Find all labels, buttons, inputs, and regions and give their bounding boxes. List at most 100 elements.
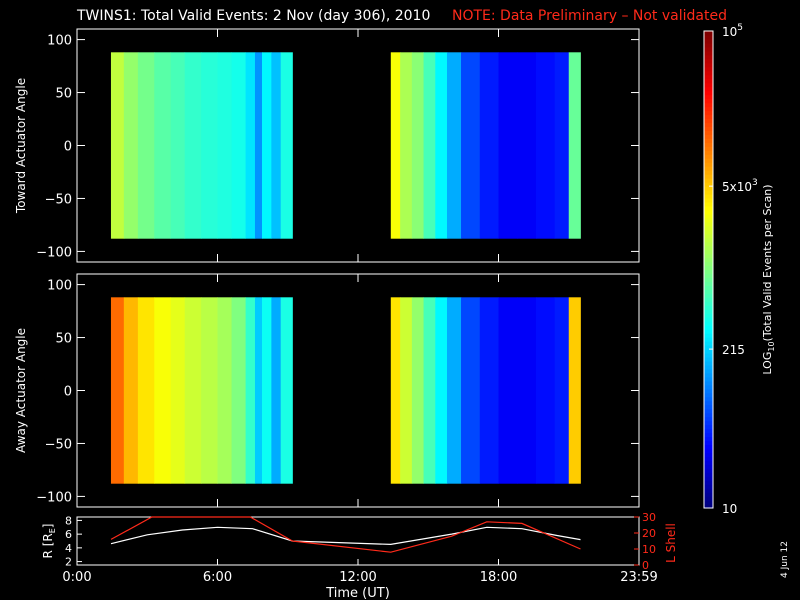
colorbar-cell — [704, 249, 713, 255]
heatmap-block — [110, 297, 293, 484]
colorbar-cell — [704, 321, 713, 326]
heatmap-cell — [535, 52, 556, 239]
heatmap-cell — [231, 52, 246, 239]
heatmap-cell — [170, 297, 186, 484]
colorbar-cell — [704, 70, 713, 76]
colorbar-cell — [704, 138, 713, 143]
colorbar-cell — [704, 265, 713, 271]
colorbar-cell — [704, 54, 713, 60]
colorbar-cell — [704, 317, 713, 322]
colorbar-label: LOG10(Total Valid Events per Scan) — [761, 184, 776, 374]
colorbar-cell — [704, 400, 713, 406]
colorbar-cell — [704, 396, 713, 402]
y-tick-label: 4 — [65, 542, 72, 555]
colorbar-cell — [704, 372, 713, 378]
heatmap-cell — [231, 297, 246, 484]
colorbar-cell — [704, 476, 713, 481]
colorbar-cell — [704, 197, 713, 203]
date-stamp: 4 Jun 12 — [780, 541, 790, 578]
heatmap-cell — [217, 297, 232, 484]
colorbar-tick-label: 5x103 — [722, 178, 758, 194]
colorbar-cell — [704, 333, 713, 338]
colorbar-cell — [704, 293, 713, 298]
heatmap-cell — [271, 52, 282, 239]
colorbar-cell — [704, 424, 713, 430]
colorbar-cell — [704, 237, 713, 243]
colorbar-cell — [704, 186, 713, 191]
colorbar-cell — [704, 388, 713, 394]
colorbar-cell — [704, 416, 713, 422]
y-axis-label: Toward Actuator Angle — [14, 78, 28, 214]
colorbar-cell — [704, 440, 713, 445]
colorbar-tick-label: 10 — [722, 502, 737, 516]
colorbar-cell — [704, 504, 713, 509]
colorbar-cell — [704, 337, 713, 342]
colorbar-cell — [704, 241, 713, 247]
heatmap-cell — [110, 297, 125, 484]
heatmap-panel-2: 100 50 0 −50 −100 Away Actuator Angle — [14, 273, 640, 508]
colorbar-cell — [704, 178, 713, 183]
colorbar-cell — [704, 289, 713, 294]
colorbar-cell — [704, 329, 713, 334]
x-tick-label: 18:00 — [480, 570, 517, 585]
heatmap-cell — [154, 297, 172, 484]
colorbar-cell — [704, 50, 713, 56]
colorbar-cell — [704, 364, 713, 370]
colorbar-cell — [704, 360, 713, 366]
colorbar-cell — [704, 309, 713, 314]
colorbar-cell — [704, 142, 713, 147]
colorbar-cell — [704, 86, 713, 92]
heatmap-cell — [517, 297, 537, 484]
colorbar-cell — [704, 261, 713, 267]
heatmap-cell — [137, 297, 155, 484]
colorbar-cell — [704, 42, 713, 48]
colorbar-cell — [704, 452, 713, 457]
colorbar-cell — [704, 98, 713, 104]
colorbar-cell — [704, 146, 713, 151]
heatmap-panel-1: 100 50 0 −50 −100 Toward Actuator Angle — [14, 28, 640, 263]
colorbar-frame — [703, 30, 714, 509]
heatmap-cell — [400, 52, 413, 239]
heatmap-cell — [423, 52, 436, 239]
colorbar-tick-label: 105 — [722, 23, 743, 39]
heatmap-cell — [400, 297, 413, 484]
y-tick-label: 0 — [64, 385, 72, 400]
heatmap-cell — [137, 52, 155, 239]
colorbar-cell — [704, 380, 713, 386]
colorbar-cell — [704, 233, 713, 239]
colorbar-cell — [704, 38, 713, 44]
colorbar-cell — [704, 269, 713, 275]
heatmap-cell — [479, 52, 499, 239]
y-tick-label: 100 — [47, 34, 72, 49]
colorbar-cell — [704, 174, 713, 179]
colorbar: 10 215 5x103 105 LOG10(Total Valid Events pe… — [703, 23, 776, 516]
colorbar-cell — [704, 376, 713, 382]
heatmap-cell — [498, 52, 518, 239]
y2-tick-label: 10 — [642, 543, 656, 556]
heatmap-cell — [245, 297, 256, 484]
colorbar-cell — [704, 352, 713, 358]
colorbar-cell — [704, 34, 713, 40]
colorbar-cell — [704, 134, 713, 139]
y-tick-label: 2 — [65, 556, 72, 569]
y-axis-label: R [RE] — [41, 524, 57, 559]
colorbar-cell — [704, 150, 713, 155]
colorbar-cell — [704, 106, 713, 112]
heatmap-cell — [280, 297, 293, 484]
colorbar-cell — [704, 46, 713, 52]
heatmap-cell — [123, 297, 139, 484]
colorbar-cell — [704, 313, 713, 318]
colorbar-cell — [704, 297, 713, 302]
r-series-line — [110, 526, 581, 546]
x-tick-label: 12:00 — [339, 570, 376, 585]
colorbar-tick-label: 215 — [722, 343, 745, 357]
colorbar-cell — [704, 170, 713, 175]
colorbar-cell — [704, 158, 713, 163]
heatmap-cell — [461, 297, 481, 484]
colorbar-cell — [704, 448, 713, 453]
heatmap-block — [110, 52, 293, 239]
y-tick-label: 50 — [55, 87, 72, 102]
colorbar-cell — [704, 31, 713, 36]
heatmap-cell — [261, 297, 272, 484]
